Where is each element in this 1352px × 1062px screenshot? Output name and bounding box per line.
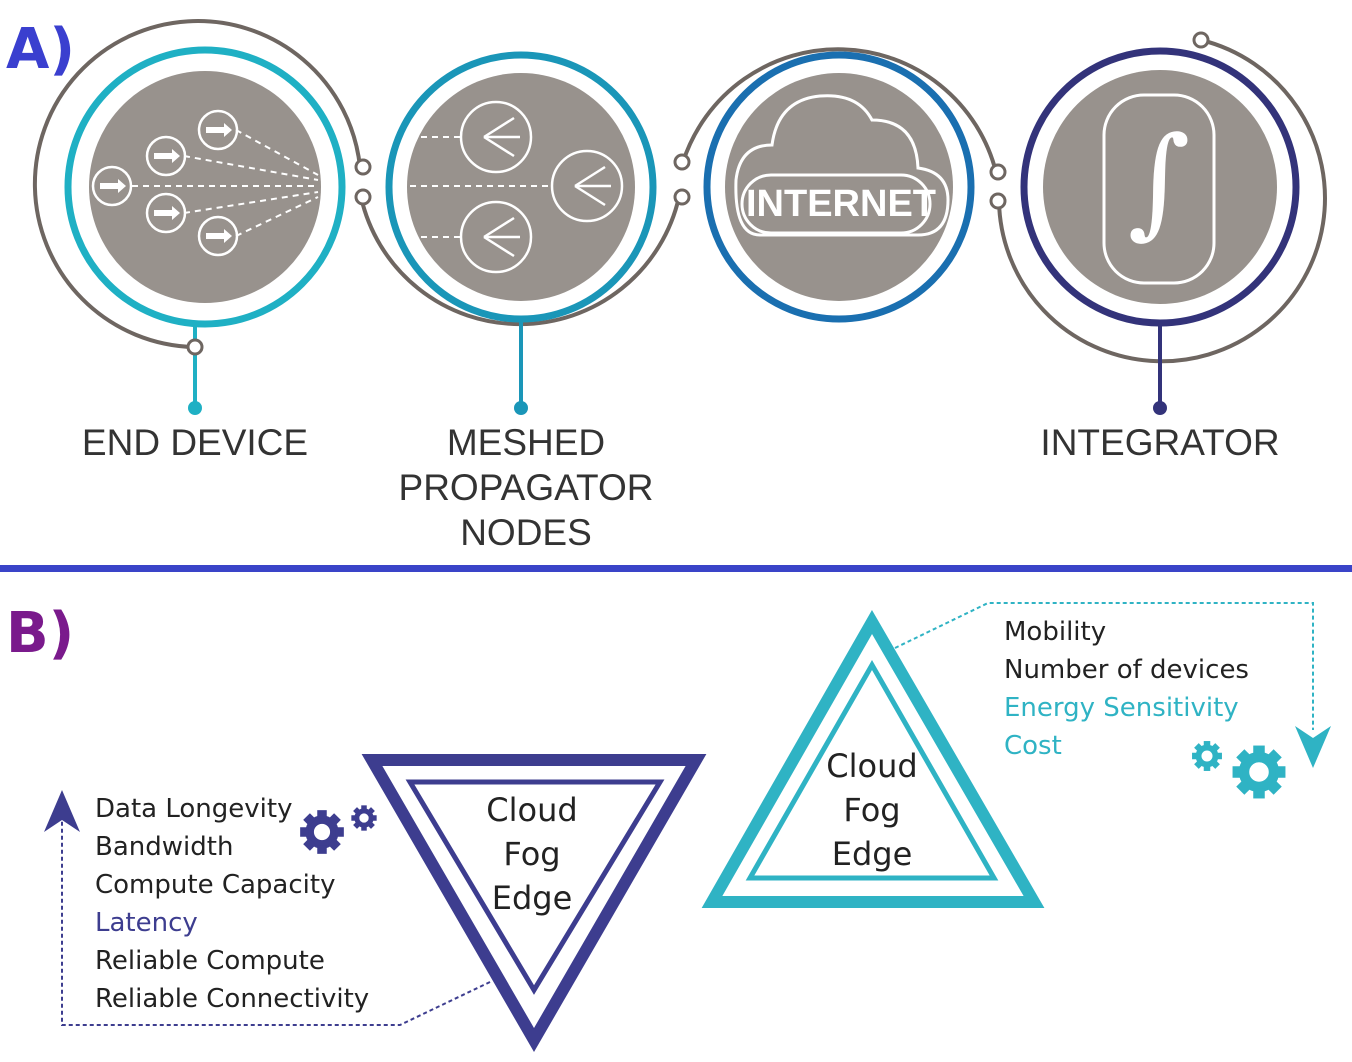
inverted-triangle-tiers: Cloud Fog Edge xyxy=(486,791,578,917)
upright-triangle-factor: Number of devices xyxy=(1004,655,1249,685)
inverted-triangle-factor: Reliable Compute xyxy=(95,946,325,976)
integral-frame xyxy=(1102,93,1216,285)
panel-divider xyxy=(0,565,1352,572)
inverted-triangle-factor: Data Longevity xyxy=(95,794,293,824)
inverted-triangle-factor: Reliable Connectivity xyxy=(95,984,370,1014)
end-device-node xyxy=(64,46,346,415)
inverted-triangle-factors: Data Longevity Bandwidth Compute Capacity L… xyxy=(95,790,395,1020)
internet-node xyxy=(673,51,975,323)
end-device-arrows-icon xyxy=(91,109,319,257)
integrator-label: INTEGRATOR xyxy=(1040,422,1280,463)
loop-arc-4 xyxy=(997,38,1327,364)
panel-b-label: B) xyxy=(6,601,75,666)
loop-arc-3 xyxy=(681,47,998,173)
upright-triangle xyxy=(701,609,1045,908)
down-arrow-icon xyxy=(1295,726,1331,768)
upright-triangle-connector xyxy=(894,602,1314,730)
connector-loops xyxy=(32,19,1327,364)
integral-icon: ∫ xyxy=(1127,112,1191,251)
end-device-label: END DEVICE xyxy=(81,422,309,463)
inverted-triangle-connector xyxy=(61,800,491,1026)
upright-triangle-factor: Mobility xyxy=(1004,617,1107,647)
loop-arc-1 xyxy=(32,19,362,349)
upright-triangle-tiers: Cloud Fog Edge xyxy=(826,747,918,873)
internet-label: INTERNET xyxy=(746,183,936,225)
upright-triangle-factor: Cost xyxy=(1004,731,1062,761)
cloud-icon xyxy=(734,94,950,237)
upright-triangle-factor: Energy Sensitivity xyxy=(1004,693,1239,723)
up-arrow-icon xyxy=(44,790,80,832)
inverted-triangle-factor: Compute Capacity xyxy=(95,870,336,900)
inverted-triangle xyxy=(361,754,707,1052)
inverted-triangle-factor: Latency xyxy=(95,908,198,938)
integrator-node xyxy=(989,31,1300,415)
upright-triangle-factors: Mobility Number of devices Energy Sensitiv… xyxy=(1004,613,1294,773)
meshed-propagator-label: MESHED PROPAGATOR NODES xyxy=(398,422,654,553)
mesh-node-icon xyxy=(410,100,624,274)
meshed-propagator-node xyxy=(354,51,657,415)
panel-a-label: A) xyxy=(6,17,75,82)
inverted-triangle-factor: Bandwidth xyxy=(95,832,234,862)
